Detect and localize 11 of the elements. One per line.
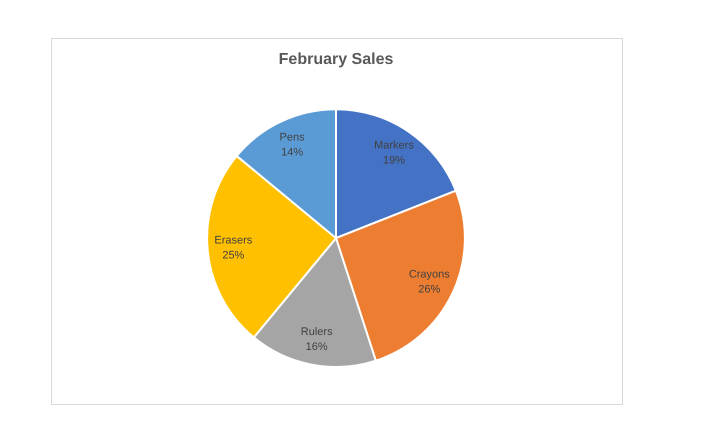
slice-label: Erasers xyxy=(214,234,253,246)
data-label: 26% xyxy=(418,284,441,296)
data-label: 25% xyxy=(222,249,245,262)
data-label: 14% xyxy=(281,146,304,158)
chart-title: February Sales xyxy=(278,51,394,68)
slice-label: Rulers xyxy=(300,326,334,338)
slice-label: Markers xyxy=(374,139,414,152)
slice-label: Crayons xyxy=(408,268,450,281)
data-label: 16% xyxy=(306,340,328,353)
slice-label: Pens xyxy=(280,131,306,144)
data-label: 19% xyxy=(382,154,406,166)
